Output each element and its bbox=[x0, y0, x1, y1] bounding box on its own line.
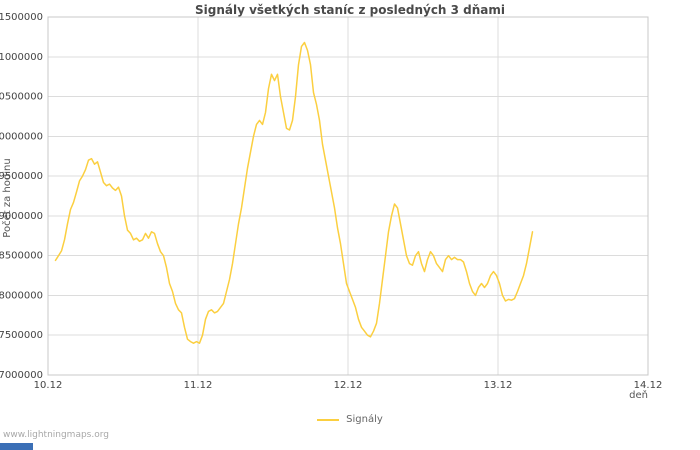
x-axis-label: deň bbox=[629, 390, 648, 401]
svg-text:11000000: 11000000 bbox=[0, 52, 43, 63]
legend-label: Signály bbox=[346, 414, 383, 425]
legend-swatch bbox=[317, 418, 340, 421]
watermark-link[interactable]: www.lightningmaps.org bbox=[3, 430, 109, 440]
svg-text:9000000: 9000000 bbox=[0, 211, 43, 222]
svg-text:11.12: 11.12 bbox=[184, 380, 213, 391]
svg-text:14.12: 14.12 bbox=[634, 380, 663, 391]
svg-text:7500000: 7500000 bbox=[0, 330, 43, 341]
chart-title: Signály všetkých staníc z posledných 3 d… bbox=[194, 3, 506, 17]
y-axis-label: Počet za hodinu bbox=[2, 158, 13, 238]
svg-text:10.12: 10.12 bbox=[34, 380, 63, 391]
bottom-accent-bar bbox=[0, 443, 33, 450]
svg-text:8500000: 8500000 bbox=[0, 251, 43, 262]
svg-text:12.12: 12.12 bbox=[334, 380, 363, 391]
svg-text:10000000: 10000000 bbox=[0, 131, 43, 142]
svg-text:10500000: 10500000 bbox=[0, 92, 43, 103]
svg-text:7000000: 7000000 bbox=[0, 370, 43, 381]
svg-text:9500000: 9500000 bbox=[0, 171, 43, 182]
svg-text:11500000: 11500000 bbox=[0, 12, 43, 23]
svg-text:13.12: 13.12 bbox=[484, 380, 513, 391]
legend: Signály bbox=[0, 414, 700, 425]
chart-canvas: 7000000 7500000 8000000 8500000 9000000 95000… bbox=[0, 12, 663, 391]
svg-text:8000000: 8000000 bbox=[0, 290, 43, 301]
